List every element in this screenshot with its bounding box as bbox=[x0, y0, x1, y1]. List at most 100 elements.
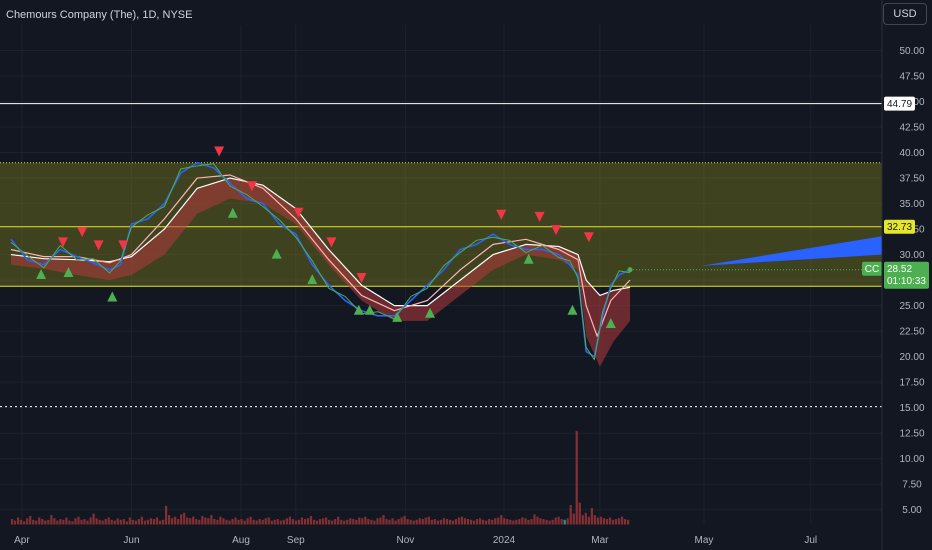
volume-bar bbox=[10, 519, 14, 525]
volume-bar bbox=[602, 518, 606, 525]
level-price-tag bbox=[884, 219, 915, 234]
volume-bar bbox=[282, 519, 285, 525]
volume-bar bbox=[512, 520, 515, 525]
volume-bar bbox=[56, 520, 59, 525]
volume-bar bbox=[439, 519, 442, 525]
volume-bar bbox=[255, 520, 258, 525]
currency-selector[interactable]: USD bbox=[883, 3, 927, 25]
volume-bar bbox=[13, 520, 17, 525]
volume-bar bbox=[237, 519, 240, 525]
volume-bar bbox=[131, 519, 134, 525]
y-tick-label: 10.00 bbox=[899, 454, 924, 465]
volume-bar bbox=[620, 516, 624, 525]
volume-bar bbox=[171, 518, 174, 525]
volume-bar bbox=[116, 518, 119, 525]
volume-bar bbox=[485, 520, 488, 525]
buy-signal-triangle bbox=[392, 311, 403, 322]
volume-bar bbox=[358, 517, 361, 525]
volume-bar bbox=[219, 516, 222, 525]
volume-bar bbox=[62, 519, 65, 525]
volume-bar bbox=[312, 519, 316, 525]
volume-bar bbox=[533, 514, 536, 525]
volume-bar bbox=[445, 519, 449, 525]
volume-bar bbox=[125, 521, 128, 525]
volume-bar bbox=[180, 514, 183, 525]
current-price-tag bbox=[884, 261, 929, 289]
volume-bar bbox=[418, 518, 421, 525]
volume-bar bbox=[379, 517, 382, 525]
volume-bar bbox=[321, 518, 325, 525]
sell-signal-triangle bbox=[583, 232, 594, 243]
volume-bar bbox=[186, 517, 189, 525]
volume-bar bbox=[86, 520, 89, 525]
sell-signal-triangle bbox=[214, 146, 225, 157]
y-tick-label: 5.00 bbox=[902, 505, 922, 516]
volume-bar bbox=[155, 517, 159, 525]
volume-bar bbox=[608, 517, 612, 525]
volume-bar bbox=[509, 519, 512, 525]
volume-bar bbox=[128, 517, 131, 525]
volume-bar bbox=[412, 520, 415, 525]
sell-signal-triangle bbox=[118, 240, 129, 251]
volume-bar bbox=[252, 519, 255, 525]
volume-bar bbox=[569, 505, 572, 525]
x-tick-label: May bbox=[695, 535, 714, 546]
volume-bar bbox=[35, 520, 38, 525]
sell-signal-triangle bbox=[77, 227, 88, 238]
x-tick-label: 2024 bbox=[493, 535, 516, 546]
volume-bar bbox=[590, 508, 593, 525]
volume-bar bbox=[406, 519, 409, 525]
current-price-label: 28.52 bbox=[887, 264, 912, 275]
volume-bar bbox=[89, 517, 92, 525]
volume-bar bbox=[451, 520, 455, 525]
sell-signal-triangle bbox=[496, 209, 507, 220]
volume-bar bbox=[149, 518, 153, 525]
volume-bar bbox=[273, 519, 276, 525]
volume-bar bbox=[475, 519, 479, 525]
volume-bar bbox=[222, 518, 225, 525]
volume-bar bbox=[104, 519, 107, 525]
volume-bar bbox=[270, 520, 273, 525]
countdown-label: 01:10:33 bbox=[887, 276, 926, 287]
volume-bar bbox=[337, 516, 340, 525]
volume-bar bbox=[258, 519, 261, 525]
buy-signal-triangle bbox=[523, 253, 534, 264]
volume-bar bbox=[382, 515, 385, 525]
buy-signal-triangle bbox=[425, 307, 436, 318]
volume-bar bbox=[527, 519, 530, 525]
volume-bar bbox=[20, 519, 23, 525]
buy-signal-triangle bbox=[307, 274, 318, 285]
volume-bar bbox=[183, 512, 186, 525]
volume-bar bbox=[107, 517, 110, 525]
volume-bar bbox=[143, 520, 147, 525]
volume-bar bbox=[201, 515, 204, 525]
volume-bar bbox=[394, 520, 397, 525]
volume-bar bbox=[122, 519, 125, 525]
buy-signal-triangle bbox=[36, 269, 47, 279]
volume-bar bbox=[575, 431, 578, 525]
volume-bar bbox=[32, 519, 35, 525]
level-price-tag bbox=[884, 96, 915, 111]
volume-bar bbox=[605, 519, 609, 525]
sell-signal-triangle bbox=[293, 207, 304, 218]
volume-bar bbox=[494, 518, 497, 525]
x-tick-label: Aug bbox=[232, 535, 250, 546]
volume-bar bbox=[397, 519, 400, 525]
volume-bar bbox=[140, 516, 144, 525]
volume-bar bbox=[38, 517, 41, 525]
projection-wedge bbox=[701, 236, 882, 266]
y-tick-label: 22.50 bbox=[899, 327, 924, 338]
volume-bar bbox=[364, 516, 367, 525]
volume-bar bbox=[331, 520, 334, 525]
y-tick-label: 47.50 bbox=[899, 72, 924, 83]
volume-bar bbox=[500, 515, 503, 525]
sell-signal-triangle bbox=[551, 225, 562, 236]
volume-bar bbox=[587, 516, 590, 525]
volume-bar bbox=[192, 516, 195, 525]
buy-signal-triangle bbox=[364, 304, 375, 315]
volume-bar bbox=[506, 519, 509, 525]
volume-bar bbox=[41, 519, 44, 525]
ticker-label: CC bbox=[865, 264, 879, 275]
